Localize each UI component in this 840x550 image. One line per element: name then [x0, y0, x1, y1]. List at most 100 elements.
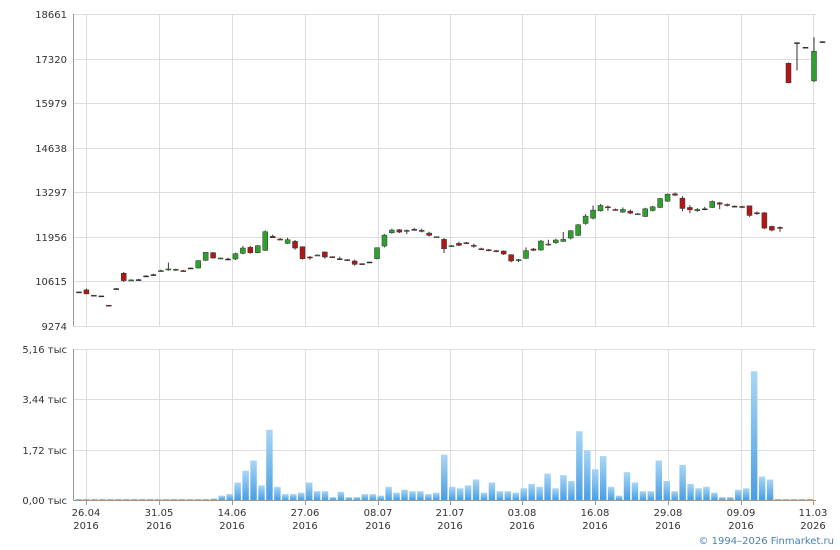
x-tick-date-label: 29.08 [654, 508, 683, 519]
candle-body-doji [150, 274, 157, 276]
volume-bar [242, 470, 249, 500]
volume-bar [671, 491, 678, 500]
candle-body-doji [76, 291, 82, 294]
volume-bar [154, 499, 162, 500]
candle [299, 246, 306, 260]
candle-body-down [418, 230, 425, 232]
volume-bar [425, 494, 432, 500]
candle-body-up [523, 250, 529, 259]
volume-bar [631, 482, 639, 500]
volume-bar [417, 491, 424, 500]
candle-body-up [709, 201, 715, 208]
price-y-tick-label: 9274 [42, 322, 67, 333]
candle-body-down [277, 238, 283, 241]
volume-bar [170, 499, 178, 500]
volume-bar [798, 499, 806, 500]
candle [426, 231, 432, 237]
candle [590, 205, 596, 220]
x-tick-date-label: 26.04 [72, 508, 101, 519]
x-tick-date-label: 16.08 [581, 508, 610, 519]
volume-bar [655, 460, 663, 500]
candle [657, 197, 663, 209]
candle [106, 304, 112, 307]
candle [819, 41, 826, 43]
x-tick-year-label: 2016 [292, 521, 317, 532]
candle [612, 208, 619, 211]
candle [292, 240, 298, 250]
candle [359, 263, 365, 265]
volume-bar [202, 499, 210, 500]
candle-body-down [672, 193, 678, 196]
candle [802, 46, 809, 49]
candle [761, 212, 768, 230]
x-tick-date-label: 08.07 [364, 508, 393, 519]
volume-bar [409, 491, 416, 500]
candle-body-down [463, 242, 470, 244]
volume-panel: 5,16 тыс 3,44 тыс 1,72 тыс 0,00 тыс [22, 345, 816, 507]
volume-bar [568, 480, 575, 500]
candle-body-down [456, 243, 462, 246]
candle [120, 271, 127, 282]
volume-bar [735, 489, 742, 500]
candle [794, 42, 800, 71]
candle-body-down [426, 232, 432, 236]
x-tick-year-label: 2016 [365, 521, 390, 532]
x-tick-year-label: 2016 [509, 521, 534, 532]
candle-body-up [284, 239, 291, 244]
volume-bar [464, 485, 472, 500]
volume-bar [99, 499, 106, 500]
candle [150, 273, 157, 276]
candle-body-up [314, 254, 321, 257]
volume-bar [504, 491, 512, 500]
candle [202, 252, 209, 261]
candle-body-down [530, 248, 537, 251]
candle [337, 256, 343, 260]
volume-bar [536, 486, 543, 500]
candle [560, 232, 566, 243]
candle-body-down [493, 250, 499, 252]
candle [188, 267, 194, 270]
candle [575, 224, 581, 237]
candle [702, 206, 708, 211]
price-y-tick-label: 18661 [35, 10, 67, 21]
candle [277, 238, 283, 241]
candle [724, 203, 730, 207]
candle [679, 196, 686, 212]
volume-bar [194, 499, 202, 500]
candle-body-down [687, 207, 693, 211]
candle-body-up [560, 239, 566, 242]
candle [731, 205, 738, 208]
volume-bar [719, 497, 726, 500]
candle [158, 269, 164, 272]
price-y-tick-label: 15979 [35, 99, 67, 110]
volume-bar [441, 454, 448, 500]
candle-body-down [322, 251, 328, 258]
volume-bar [750, 371, 758, 500]
x-axis: 26.04 2016 31.05 2016 14.06 2016 27.06 2016 08.0… [72, 500, 827, 532]
candle-body-up [381, 234, 388, 247]
candle [716, 201, 723, 210]
volume-bar [472, 479, 480, 500]
candle-body-down [761, 212, 768, 229]
price-y-tick-label: 13297 [35, 188, 67, 199]
candle-body-down [508, 254, 514, 262]
candle-body-up [515, 259, 522, 261]
candle [135, 278, 142, 281]
x-tick-year-label: 2016 [219, 521, 244, 532]
candle [247, 246, 254, 254]
price-y-tick-label: 11956 [35, 233, 67, 244]
candle-body-doji [225, 258, 231, 261]
candle [262, 230, 268, 252]
volume-bar [226, 494, 233, 500]
candle-body-up [657, 198, 663, 208]
candle-body-up [567, 230, 574, 239]
candle [597, 204, 604, 212]
candle [441, 238, 447, 254]
candle-body-down [344, 259, 350, 261]
price-y-tick-label: 17320 [35, 55, 67, 66]
candle-body-down [716, 202, 723, 205]
volume-bar [162, 499, 170, 500]
volume-bar [75, 499, 82, 500]
candle [128, 279, 134, 282]
volume-bar [663, 480, 670, 500]
